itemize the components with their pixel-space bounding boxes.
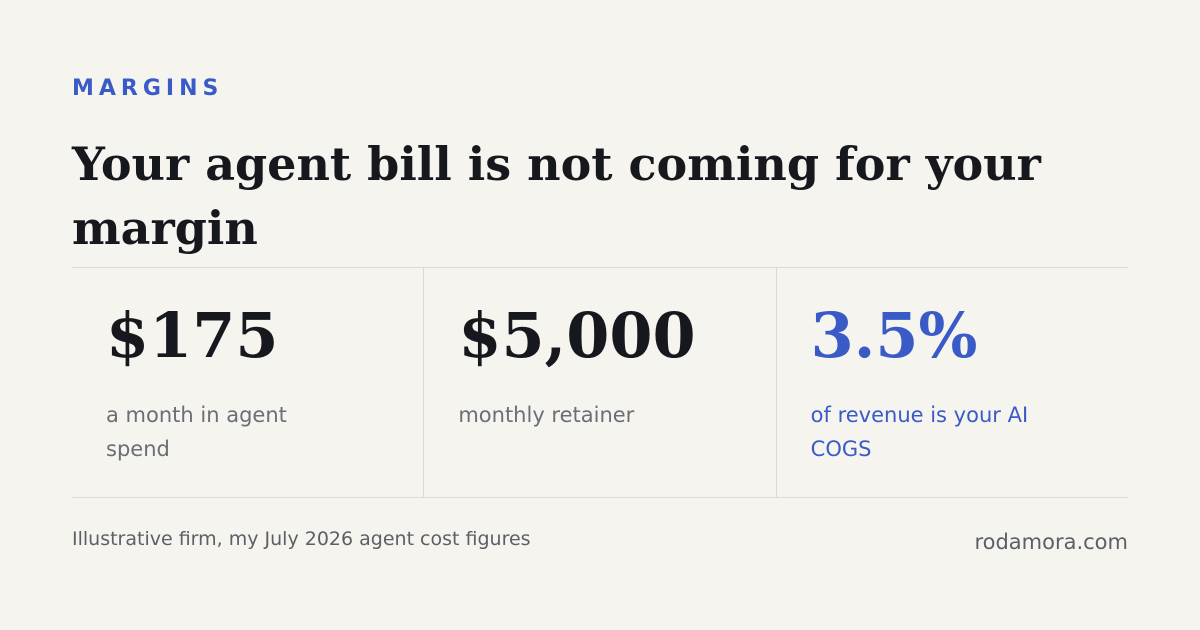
stat-label: monthly retainer [458, 403, 635, 427]
footnote: Illustrative firm, my July 2026 agent co… [72, 528, 531, 550]
stat-value: $175 [106, 299, 279, 372]
stat-label: a month in agent spend [106, 403, 287, 461]
stat: 3.5% of revenue is your AI COGS [775, 268, 1128, 497]
stat: $175 a month in agent spend [72, 268, 423, 497]
kicker: MARGINS [72, 76, 224, 101]
stat-value: $5,000 [458, 299, 696, 372]
stat: $5,000 monthly retainer [423, 268, 775, 497]
stat-value: 3.5% [810, 299, 978, 372]
stat-label: of revenue is your AI COGS [810, 403, 1029, 461]
site: rodamora.com [974, 530, 1128, 554]
stats: $175 a month in agent spend $5,000 month… [72, 267, 1128, 498]
title: Your agent bill is not coming for your m… [72, 137, 1041, 255]
